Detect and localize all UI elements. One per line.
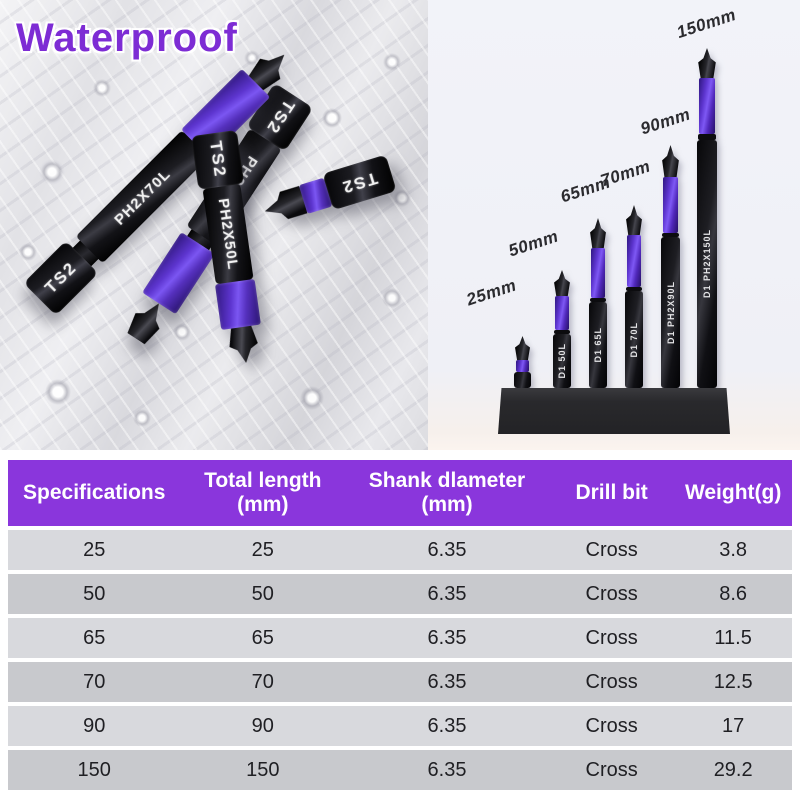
cell-shank: 6.35 (427, 758, 467, 781)
table-row: 65 65 6.35 Cross 11.5 (8, 618, 792, 658)
bit-print: D1 PH2X90L (665, 280, 676, 345)
bit-shank: D1 70L (625, 291, 643, 388)
standing-bit-150mm: D1 PH2X150L (697, 48, 717, 388)
waterproof-title: Waterproof (16, 16, 238, 60)
standing-bit-65mm: D1 65L (589, 218, 607, 388)
cell-weight: 12.5 (713, 670, 753, 693)
bit-shaft-print: PH2X70L (110, 165, 174, 229)
cell-weight: 3.8 (719, 538, 748, 561)
bit-purple-sleeve (626, 235, 642, 287)
bit-cross-tip (224, 325, 263, 365)
cell-length: 90 (251, 714, 274, 737)
bit-hex-end: TS2 (322, 154, 397, 211)
header-total-length: Total length (mm) (204, 469, 322, 516)
bit-print: D1 70L (629, 321, 639, 358)
standing-bit-90mm: D1 PH2X90L (661, 145, 680, 388)
bit-ring (589, 298, 607, 302)
cell-length: 150 (246, 758, 280, 781)
bit-purple-sleeve (662, 177, 679, 233)
table-row: 150 150 6.35 Cross 29.2 (8, 750, 792, 790)
standing-bit-70mm: D1 70L (625, 205, 643, 388)
bit-print: D1 PH2X150L (702, 229, 712, 299)
cell-type: Cross (585, 714, 638, 737)
header-shank-diameter: Shank dlameter (mm) (368, 469, 526, 516)
standing-bit-50mm: D1 50L (553, 270, 571, 388)
cell-type: Cross (585, 758, 638, 781)
header-specifications: Specifications (23, 481, 166, 505)
bit-hex-print: TS2 (206, 140, 231, 180)
cell-shank: 6.35 (427, 582, 467, 605)
table-row: 70 70 6.35 Cross 12.5 (8, 662, 792, 702)
cell-shank: 6.35 (427, 670, 467, 693)
cell-weight: 11.5 (714, 626, 752, 649)
size-label-70mm: 70mm (598, 156, 653, 191)
bit-ring (661, 233, 680, 237)
bit-print: D1 65L (593, 327, 603, 363)
cell-shank: 6.35 (427, 538, 467, 561)
cell-type: Cross (585, 670, 638, 693)
bit-purple-sleeve (554, 296, 570, 330)
bit-hex-end: TS2 (191, 129, 245, 190)
bit-shank: D1 PH2X90L (661, 237, 680, 388)
bit-ring (625, 287, 643, 291)
bit-shank: D1 50L (553, 334, 571, 388)
size-label-50mm: 50mm (506, 226, 561, 261)
cell-spec: 90 (83, 714, 106, 737)
cell-length: 65 (251, 626, 274, 649)
bit-hex-print: TS2 (40, 257, 81, 298)
header-drill-bit: Drill bit (575, 481, 648, 505)
size-label-25mm: 25mm (464, 275, 519, 310)
bit-cross-tip (515, 336, 530, 360)
bit-print: D1 50L (557, 343, 567, 379)
cell-weight: 17 (722, 714, 745, 737)
header-weight: Weight(g) (684, 481, 782, 505)
specifications-table: Specifications Total length (mm) Shank dl… (8, 460, 792, 790)
bit-shank: D1 65L (589, 302, 607, 388)
bit-cross-tip (662, 145, 679, 177)
cell-type: Cross (585, 582, 638, 605)
cell-spec: 25 (83, 538, 106, 561)
cell-spec: 65 (83, 626, 106, 649)
table-header-row: Specifications Total length (mm) Shank dl… (8, 460, 792, 526)
bit-cross-tip (626, 205, 642, 235)
bit-purple-sleeve (590, 248, 606, 298)
cell-weight: 29.2 (713, 758, 753, 781)
cell-type: Cross (585, 626, 638, 649)
cell-spec: 70 (83, 670, 106, 693)
waterproof-photo: Waterproof TS2 PH2X65L PH2X70L TS2 (0, 0, 428, 450)
bit-shaft-print: PH2X50L (214, 197, 242, 271)
cell-shank: 6.35 (427, 626, 467, 649)
bit-cross-tip (554, 270, 570, 296)
bit-cross-tip (590, 218, 606, 248)
bit-hex-print: TS2 (339, 168, 381, 198)
cell-spec: 150 (77, 758, 111, 781)
table-row: 50 50 6.35 Cross 8.6 (8, 574, 792, 614)
bit-cross-tip (698, 48, 716, 78)
standing-bit-25mm (514, 336, 531, 388)
bit-purple-sleeve (214, 278, 261, 331)
cell-type: Cross (585, 538, 638, 561)
table-row: 90 90 6.35 Cross 17 (8, 706, 792, 746)
bit-ring (697, 134, 717, 140)
cell-length: 70 (251, 670, 274, 693)
bit-ring (553, 330, 571, 334)
bit-shank (514, 372, 531, 388)
bit-purple-sleeve (515, 360, 530, 372)
size-lineup-photo: 25mm 50mm 65mm 70mm 90mm 150mm D1 50L D (428, 0, 800, 450)
table-row: 25 25 6.35 Cross 3.8 (8, 530, 792, 570)
drill-bit-short-ts2: TS2 (259, 154, 397, 231)
cell-length: 50 (251, 582, 274, 605)
bit-holder-base (498, 388, 730, 434)
bit-shank: D1 PH2X150L (697, 140, 717, 388)
bit-purple-sleeve (698, 78, 716, 134)
cell-shank: 6.35 (427, 714, 467, 737)
cell-weight: 8.6 (719, 582, 748, 605)
cell-spec: 50 (83, 582, 106, 605)
size-label-150mm: 150mm (674, 5, 739, 43)
cell-length: 25 (251, 538, 274, 561)
size-label-90mm: 90mm (638, 104, 693, 139)
